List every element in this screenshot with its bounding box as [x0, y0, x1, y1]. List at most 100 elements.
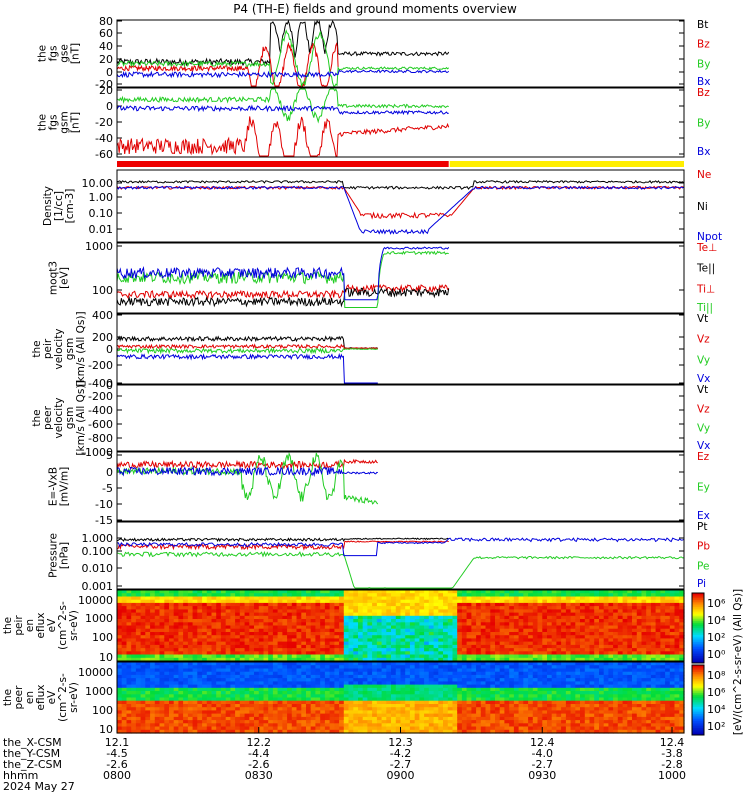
- ylabel-line: Density: [42, 186, 54, 226]
- ylabel-efield: E=-VxB[mV/m]: [48, 467, 71, 506]
- vy-line: [116, 346, 378, 355]
- ylabel-line: the: [31, 409, 43, 426]
- ylabel-density: Density[1/cc][cm-3]: [42, 186, 76, 226]
- ylabel-line: fgs: [48, 46, 60, 62]
- frame-efield: [116, 451, 685, 522]
- ylabel-line: moqt3: [48, 261, 60, 295]
- legend-pressure-0: Pt: [697, 521, 707, 533]
- ytick-label: -800: [88, 432, 113, 445]
- colorbar-frame-upper: [691, 592, 705, 664]
- te-par-line: [116, 287, 450, 308]
- ylabel-line: the: [2, 617, 14, 634]
- legend-fgs_gse-1: Bz: [697, 39, 710, 51]
- ytick-label: 400: [92, 309, 113, 322]
- ylabel-fgs_gse: thefgsgse[nT]: [37, 43, 82, 64]
- ytick-label: 60: [99, 27, 113, 40]
- legend-fgs_gse-0: Bt: [697, 19, 708, 31]
- xtick-label-x: 12.3: [388, 736, 413, 749]
- colorbar-tick: 10⁶: [707, 597, 726, 610]
- xtick-label-y: -4.5: [106, 747, 127, 760]
- ytick-label: -200: [88, 390, 113, 403]
- vt-line: [116, 335, 379, 350]
- legend-fgs_gsm-2: Bx: [697, 146, 710, 158]
- ylabel-line: velocity: [53, 328, 65, 369]
- legend-efield-1: Ey: [697, 482, 710, 494]
- xtick-label-y: -4.4: [248, 747, 269, 760]
- spectrogram-peer_eflux: [117, 662, 685, 734]
- ylabel-line: fgs: [48, 115, 60, 131]
- ytick-label: 100: [92, 704, 113, 717]
- legend-pressure-1: Pb: [697, 541, 710, 553]
- ylabel-line: [cm-3]: [64, 189, 76, 224]
- colorbar-tick: 10²: [707, 631, 725, 644]
- frame-temperature: [116, 242, 685, 314]
- xtick-label-hhmm: 0930: [528, 769, 556, 782]
- ylabel-pressure: Pressure[nPa]: [48, 533, 71, 578]
- ytick-label: 10: [99, 723, 113, 736]
- ytick-label: 0.001: [82, 580, 114, 593]
- ylabel-line: [nPa]: [59, 542, 71, 569]
- ylabel-line: [nT]: [70, 112, 82, 133]
- pt-line: [116, 537, 449, 543]
- panel-peir_eflux: thepeirenefluxeV(cm^2-s-sr-eV)1000010001…: [2, 594, 684, 664]
- xtick-label-hhmm: 0830: [245, 769, 273, 782]
- ylabel-line: [eV]: [59, 267, 71, 289]
- ytick-label: 20: [99, 53, 113, 66]
- colorbar-label: [eV/(cm^2-s-sr-eV) (All Qs)]: [732, 589, 744, 735]
- panel-peer_eflux: thepeerenefluxeV(cm^2-s-sr-eV)1000010001…: [2, 666, 684, 736]
- ylabel-line: sr-eV): [68, 610, 80, 641]
- ylabel-line: [km/s (All Qs)]: [75, 380, 87, 455]
- frame-pressure: [116, 521, 685, 590]
- ytick-label: -60: [95, 148, 113, 161]
- ylabel-line: gsm: [64, 338, 76, 360]
- ylabel-line: sr-eV): [68, 682, 80, 713]
- panel-peir_velocity: thepeirvelocitygsm[km/s (All Qs)] 4002000…: [31, 309, 710, 390]
- xtick-label-z: -2.7: [532, 758, 553, 771]
- ey-line: [116, 451, 379, 505]
- ylabel-line: [km/s (All Qs)]: [75, 311, 87, 386]
- npot-line: [116, 185, 685, 235]
- legend-temperature-0: Te⊥: [696, 242, 717, 254]
- ylabel-line: peer: [13, 685, 25, 710]
- ytick-label: -40: [95, 132, 113, 145]
- panel-fgs_gsm: thefgsgsm[nT] 20 0 -20 -40 -60 Bz By Bx: [37, 84, 711, 161]
- colorbar-tick: 10²: [707, 720, 725, 733]
- ylabel-line: en: [24, 619, 36, 632]
- xaxis-row-label: the_X-CSM: [3, 736, 62, 749]
- ytick-label: 100: [92, 284, 113, 297]
- frame-density: [116, 169, 685, 243]
- legend-density-2: Npot: [697, 231, 722, 243]
- legend-efield-2: Ex: [697, 510, 710, 522]
- ylabel-line: gse: [59, 44, 71, 63]
- ylabel-peer_velocity: thepeervelocitygsm[km/s (All Qs)]: [31, 380, 87, 455]
- ez-line: [116, 458, 378, 470]
- legend-temperature-2: Ti⊥: [696, 283, 715, 295]
- bt-line: [116, 19, 450, 67]
- ylabel-line: eflux: [35, 613, 47, 639]
- mode-bar-red: [117, 161, 449, 167]
- colorbar-tick: 10⁴: [707, 703, 726, 716]
- ytick-label: 10000: [78, 666, 113, 679]
- legend-peir_velocity-3: Vx: [697, 373, 710, 385]
- by-line: [116, 29, 450, 88]
- colorbar-tick: 10⁴: [707, 614, 726, 627]
- ylabel-line: velocity: [53, 397, 65, 438]
- frame-fgs_gse: [116, 19, 685, 88]
- pi-line: [117, 537, 685, 557]
- panel-density: Density[1/cc][cm-3] 10.001.00 0.10 0.01 Ne Ni…: [42, 169, 722, 243]
- ylabel-line: peer: [42, 405, 54, 430]
- ytick-label: -20: [95, 116, 113, 129]
- legend-efield-0: Ez: [697, 451, 710, 463]
- te-perp-line: [116, 283, 450, 300]
- xtick-label-y: -4.2: [390, 747, 411, 760]
- ytick-label: 10000: [78, 594, 113, 607]
- ylabel-line: gsm: [64, 407, 76, 429]
- ti-perp-line: [116, 246, 450, 301]
- ylabel-line: en: [24, 691, 36, 704]
- bz-line-gsm: [116, 116, 450, 157]
- ylabel-line: peir: [13, 615, 25, 636]
- pe-line: [116, 550, 684, 589]
- ytick-label: 0.100: [82, 545, 114, 558]
- ytick-label: 5: [106, 449, 113, 462]
